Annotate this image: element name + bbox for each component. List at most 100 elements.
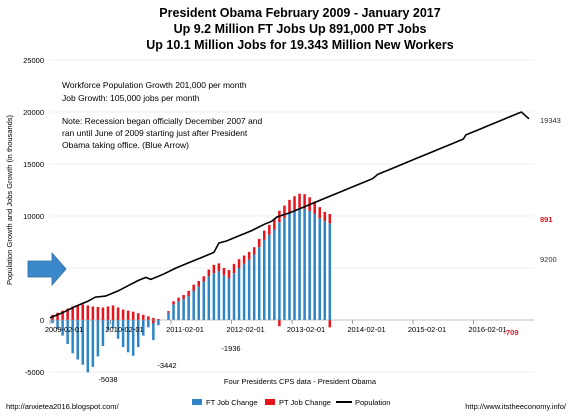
pt-bar bbox=[66, 308, 69, 320]
pt-bar bbox=[152, 317, 155, 320]
pt-bar bbox=[131, 311, 135, 320]
ft-bar bbox=[131, 320, 135, 356]
y-tick-label: 25000 bbox=[23, 56, 44, 65]
ft-bar bbox=[116, 320, 120, 339]
pt-bar bbox=[111, 305, 115, 320]
legend-label-population: Population bbox=[355, 398, 390, 407]
pt-bar bbox=[288, 199, 291, 213]
annotation-note-line-1: Note: Recession began officially Decembe… bbox=[62, 116, 262, 126]
x-tick-label: 2012-02-01 bbox=[226, 325, 264, 334]
legend: FT Job Change PT Job Change Population bbox=[192, 398, 390, 407]
pt-bar bbox=[182, 295, 185, 300]
annotation-job-growth: Job Growth: 105,000 jobs per month bbox=[62, 93, 200, 103]
annotation-workforce-growth: Workforce Population Growth 201,000 per … bbox=[62, 80, 247, 90]
annotation-note-line-3: Obama taking office. (Blue Arrow) bbox=[62, 140, 189, 150]
ft-bar bbox=[328, 223, 332, 320]
pt-bar bbox=[71, 306, 74, 320]
ft-bar bbox=[323, 221, 327, 320]
pt-bar bbox=[192, 284, 195, 291]
ft-bar bbox=[192, 290, 195, 320]
x-tick-label: 2014-02-01 bbox=[347, 325, 385, 334]
ft-bar bbox=[182, 299, 185, 320]
ft-bar bbox=[283, 218, 286, 320]
pt-bar bbox=[257, 238, 261, 248]
pt-bar bbox=[116, 307, 120, 320]
pt-bar bbox=[212, 264, 216, 274]
x-axis-ticks: 2009-02-01 2010-02-01 2011-02-01 2012-02-01… bbox=[45, 320, 507, 334]
pt-bar bbox=[283, 205, 286, 219]
ft-bar bbox=[288, 212, 291, 320]
pt-bar bbox=[147, 316, 150, 320]
pt-bar bbox=[106, 306, 110, 320]
chart-title-line-1: President Obama February 2009 - January … bbox=[159, 6, 440, 20]
pt-bar bbox=[61, 310, 64, 320]
ft-bar bbox=[66, 320, 69, 344]
pt-bar bbox=[247, 251, 251, 260]
x-tick-label: 2015-02-01 bbox=[408, 325, 446, 334]
ft-bar bbox=[136, 320, 140, 348]
ft-bar bbox=[111, 320, 115, 329]
ft-bar bbox=[56, 320, 59, 330]
pt-bar bbox=[217, 263, 221, 272]
data-label-pt-end: 891 bbox=[540, 215, 553, 224]
data-label-ft-min-2011: -3442 bbox=[157, 361, 176, 370]
pt-bar bbox=[56, 312, 59, 320]
pt-bar bbox=[81, 304, 85, 320]
legend-label-ft: FT Job Change bbox=[206, 398, 258, 407]
ft-bar bbox=[242, 263, 246, 320]
data-label-population-end: 19343 bbox=[540, 116, 561, 125]
ft-bar bbox=[51, 320, 54, 324]
pt-bar bbox=[263, 230, 266, 240]
pt-bar bbox=[177, 297, 180, 302]
ft-bar bbox=[268, 234, 271, 320]
footer-left-url: http://anxietea2016.blogspot.com/ bbox=[6, 402, 119, 411]
pt-bar bbox=[202, 276, 206, 282]
pt-bar bbox=[157, 318, 160, 320]
x-axis-label: Four Presidents CPS data - President Oba… bbox=[224, 377, 377, 386]
ft-bar bbox=[96, 320, 100, 357]
pt-bar bbox=[268, 224, 271, 235]
ft-bar bbox=[273, 229, 276, 320]
pt-bar bbox=[142, 314, 145, 320]
ft-bar bbox=[81, 320, 85, 365]
pt-bar bbox=[293, 196, 296, 210]
ft-bar bbox=[76, 320, 79, 360]
pt-bar bbox=[121, 309, 125, 320]
y-axis-label: Population Growth and Jobs Growth (in th… bbox=[5, 114, 14, 285]
data-label-ft-min-2010: -5038 bbox=[98, 375, 117, 384]
pt-bar bbox=[207, 269, 211, 277]
ft-bar bbox=[91, 320, 95, 367]
ft-bar bbox=[71, 320, 74, 354]
pt-bar bbox=[237, 259, 241, 268]
ft-bar bbox=[152, 320, 155, 341]
pt-bar bbox=[172, 301, 175, 305]
pt-bar bbox=[86, 305, 90, 320]
ft-bar bbox=[101, 320, 105, 346]
ft-bar bbox=[303, 208, 306, 320]
pt-bar bbox=[187, 290, 190, 297]
pt-bar bbox=[96, 307, 100, 320]
x-tick-label: 2010-02-01 bbox=[105, 325, 143, 334]
ft-bar bbox=[237, 268, 241, 320]
ft-bar bbox=[177, 301, 180, 320]
ft-bar bbox=[232, 273, 236, 320]
chart-title-line-3: Up 10.1 Million Jobs for 19.343 Million … bbox=[146, 38, 454, 52]
ft-bar bbox=[187, 296, 190, 320]
pt-bar-negative bbox=[278, 320, 281, 327]
population-line bbox=[49, 111, 530, 319]
data-label-pt-min-2016: -709 bbox=[503, 328, 518, 337]
pt-bar bbox=[136, 313, 140, 320]
pt-bar-negative bbox=[328, 320, 332, 328]
pt-bar bbox=[126, 310, 130, 320]
legend-swatch-pt bbox=[265, 399, 275, 405]
data-label-ft-min-2012: -1936 bbox=[221, 344, 240, 353]
pt-bar bbox=[318, 207, 321, 219]
pt-bar bbox=[242, 255, 246, 264]
pt-bar bbox=[298, 193, 301, 208]
x-tick-label: 2013-02-01 bbox=[287, 325, 325, 334]
pt-bar bbox=[303, 194, 306, 209]
ft-bar bbox=[61, 320, 64, 336]
ft-bar bbox=[197, 286, 200, 320]
ft-bar bbox=[313, 213, 316, 320]
